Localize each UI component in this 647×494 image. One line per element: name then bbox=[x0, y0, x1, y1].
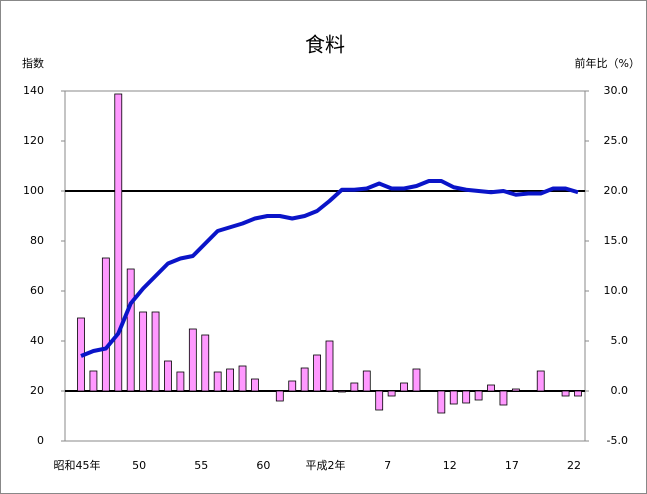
bar bbox=[400, 382, 408, 392]
x-tick-label: 7 bbox=[384, 459, 391, 472]
bar bbox=[412, 368, 421, 392]
y-tick-label: 100 bbox=[23, 184, 44, 197]
bar bbox=[288, 380, 297, 392]
y-tick-label: 80 bbox=[30, 234, 44, 247]
y-tick-label: 120 bbox=[23, 134, 44, 147]
bar bbox=[188, 328, 197, 392]
bar bbox=[487, 384, 495, 392]
y-axis-title: 指数 bbox=[22, 56, 44, 70]
y2-tick-label: 15.0 bbox=[604, 234, 629, 247]
bar bbox=[275, 390, 284, 402]
bar bbox=[213, 371, 222, 392]
bar bbox=[114, 93, 123, 392]
bar bbox=[375, 390, 384, 411]
bar bbox=[561, 390, 570, 397]
bar bbox=[263, 390, 272, 392]
bar bbox=[325, 340, 334, 392]
bar bbox=[126, 268, 135, 392]
y-tick-label: 0 bbox=[37, 434, 44, 447]
plot-frame bbox=[64, 90, 586, 442]
bar bbox=[238, 365, 247, 392]
bar bbox=[499, 390, 508, 406]
y-tick-label: 40 bbox=[30, 334, 44, 347]
y2-tick-label: 5.0 bbox=[611, 334, 629, 347]
bar bbox=[524, 390, 533, 392]
y2-tick-label: 0.0 bbox=[611, 384, 629, 397]
bar bbox=[437, 390, 446, 414]
x-tick-label: 60 bbox=[256, 459, 270, 472]
bar bbox=[462, 390, 471, 404]
bar bbox=[574, 390, 582, 397]
x-tick-label: 12 bbox=[443, 459, 457, 472]
bar bbox=[536, 370, 545, 392]
bar bbox=[101, 257, 110, 392]
bar bbox=[549, 390, 558, 392]
bar bbox=[338, 390, 346, 393]
y2-tick-label: 20.0 bbox=[604, 184, 629, 197]
bar bbox=[300, 367, 309, 392]
x-tick-label: 昭和45年 bbox=[54, 458, 101, 472]
x-tick-label: 50 bbox=[132, 459, 146, 472]
bar bbox=[474, 390, 483, 401]
bar bbox=[89, 370, 98, 392]
bar bbox=[511, 388, 520, 392]
bar bbox=[151, 311, 160, 392]
bar bbox=[251, 378, 259, 392]
bar bbox=[176, 371, 185, 392]
bar bbox=[164, 360, 172, 392]
y-tick-label: 60 bbox=[30, 284, 44, 297]
y2-tick-label: 10.0 bbox=[604, 284, 629, 297]
bar bbox=[449, 390, 458, 405]
y-tick-label: 140 bbox=[23, 84, 44, 97]
bar bbox=[362, 370, 371, 392]
x-tick-label: 17 bbox=[505, 459, 519, 472]
bar bbox=[424, 390, 433, 392]
x-tick-label: 22 bbox=[567, 459, 581, 472]
bar bbox=[139, 311, 148, 392]
bar bbox=[201, 334, 210, 392]
chart-title: 食料 bbox=[305, 33, 345, 57]
bar bbox=[226, 368, 235, 392]
x-tick-label: 55 bbox=[194, 459, 208, 472]
bar bbox=[313, 354, 321, 392]
index-line bbox=[80, 179, 579, 358]
x-tick-label: 平成2年 bbox=[306, 458, 346, 472]
y-tick-label: 20 bbox=[30, 384, 44, 397]
y2-tick-label: 30.0 bbox=[604, 84, 629, 97]
y2-tick-label: -5.0 bbox=[607, 434, 628, 447]
bar bbox=[387, 390, 396, 397]
y2-tick-label: 25.0 bbox=[604, 134, 629, 147]
y2-axis-title: 前年比（%） bbox=[575, 56, 640, 70]
bar bbox=[350, 382, 359, 392]
